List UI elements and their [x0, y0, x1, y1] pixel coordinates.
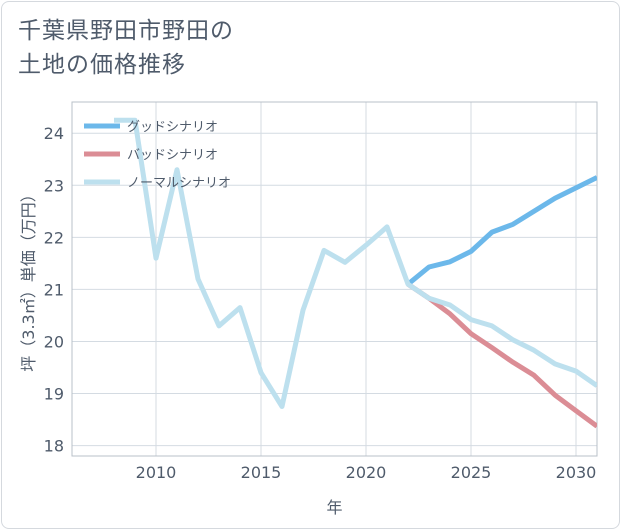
- y-tick-label: 20: [44, 332, 64, 351]
- x-axis-ticks: 2010 2015 2020 2025 2030: [136, 463, 597, 482]
- x-tick-label: 2010: [136, 463, 177, 482]
- y-tick-label: 22: [44, 228, 64, 247]
- series-line-0: [406, 175, 597, 287]
- chart-title: 千葉県野田市野田の 土地の価格推移: [18, 18, 234, 78]
- series-line-1: [406, 282, 597, 429]
- y-tick-label: 21: [44, 280, 64, 299]
- x-tick-label: 2015: [241, 463, 282, 482]
- plot-frame: [71, 101, 598, 457]
- y-axis-title: 坪（3.3㎡）単価（万円）: [19, 186, 38, 371]
- y-tick-label: 23: [44, 176, 64, 195]
- x-tick-label: 2020: [346, 463, 387, 482]
- x-tick-label: 2025: [451, 463, 492, 482]
- series-layer: [114, 117, 597, 429]
- x-axis-title: 年: [326, 498, 342, 517]
- grid: [72, 102, 597, 456]
- legend-label: グッドシナリオ: [127, 120, 218, 135]
- legend-label: ノーマルシナリオ: [127, 176, 231, 191]
- y-tick-label: 24: [44, 124, 64, 143]
- y-tick-label: 18: [44, 437, 64, 456]
- y-axis-ticks: 18 19 20 21 22 23 24: [44, 124, 64, 455]
- y-tick-label: 19: [44, 385, 64, 404]
- x-tick-label: 2030: [556, 463, 597, 482]
- series-line-2: [114, 117, 597, 409]
- legend-label: バッドシナリオ: [127, 148, 218, 163]
